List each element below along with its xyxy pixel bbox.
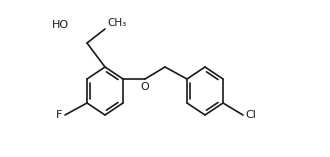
Text: F: F (56, 110, 62, 120)
Text: Cl: Cl (245, 110, 256, 120)
Text: O: O (141, 82, 149, 92)
Text: CH₃: CH₃ (107, 18, 126, 28)
Text: HO: HO (52, 20, 69, 30)
